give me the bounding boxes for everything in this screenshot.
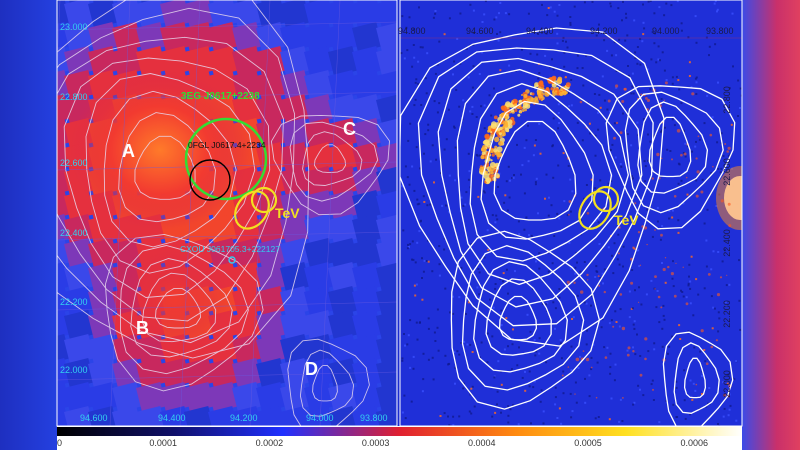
egret-error-circle xyxy=(184,117,268,201)
colorbar-tick-1: 0.0001 xyxy=(149,438,177,448)
chandra-label: CXOU J061705.3+222127 xyxy=(180,244,280,254)
background-left xyxy=(0,0,57,450)
tev-label-right: TeV xyxy=(614,212,639,228)
left-dec-tick-0: 23.000 xyxy=(60,22,88,32)
colorbar-tick-5: 0.0005 xyxy=(574,438,602,448)
right-ra-tick-2: 94.400 xyxy=(526,26,554,36)
fermi-error-circle xyxy=(189,159,231,201)
right-annotations: TeV xyxy=(578,185,639,230)
tev-centroid-circle-right xyxy=(592,185,620,213)
left-annotations: 3EG J0617+2238 0FGL J0617.4+2234 CXOU J0… xyxy=(122,91,356,379)
left-ra-tick-2: 94.200 xyxy=(230,413,258,423)
tev-error-ellipse-right xyxy=(578,190,612,230)
left-dec-tick-3: 22.400 xyxy=(60,228,88,238)
colorbar-tick-0: 0 xyxy=(57,438,62,448)
colorbar-tick-4: 0.0004 xyxy=(468,438,496,448)
right-dec-tick-3: 22.200 xyxy=(722,300,732,328)
right-dec-tick-labels: 22.800 22.600 22.400 22.200 22.000 xyxy=(722,86,732,398)
right-panel xyxy=(400,0,742,426)
left-dec-tick-5: 22.000 xyxy=(60,365,88,375)
colorbar-tick-2: 0.0002 xyxy=(256,438,284,448)
left-panel xyxy=(57,0,397,426)
region-label-c: C xyxy=(343,119,356,139)
region-label-d: D xyxy=(305,359,318,379)
left-ra-tick-1: 94.400 xyxy=(158,413,186,423)
right-dec-tick-4: 22.000 xyxy=(722,370,732,398)
fermi-label: 0FGL J0617.4+2234 xyxy=(188,140,266,150)
right-ra-tick-0: 94.800 xyxy=(398,26,426,36)
left-ra-tick-labels: 94.600 94.400 94.200 94.000 93.800 xyxy=(80,413,388,423)
colorbar-tick-6: 0.0006 xyxy=(680,438,708,448)
egret-label: 3EG J0617+2238 xyxy=(181,91,260,102)
region-label-b: B xyxy=(136,318,149,338)
right-ra-tick-1: 94.600 xyxy=(466,26,494,36)
right-ra-tick-3: 94.200 xyxy=(590,26,618,36)
right-dec-tick-0: 22.800 xyxy=(722,86,732,114)
chandra-source-marker xyxy=(228,256,236,264)
right-ra-tick-4: 94.000 xyxy=(652,26,680,36)
tev-error-ellipse-left xyxy=(234,190,270,230)
colorbar-tick-3: 0.0003 xyxy=(362,438,390,448)
left-ra-tick-0: 94.600 xyxy=(80,413,108,423)
right-ra-tick-labels: 94.800 94.600 94.400 94.200 94.000 93.800 xyxy=(398,26,734,36)
colorbar-gradient xyxy=(57,427,742,436)
left-dec-tick-4: 22.200 xyxy=(60,297,88,307)
left-dec-tick-labels: 23.000 22.800 22.600 22.400 22.200 22.000 xyxy=(60,22,88,375)
tev-centroid-circle-left xyxy=(250,186,278,214)
left-ra-tick-4: 93.800 xyxy=(360,413,388,423)
colorbar: 0 0.0001 0.0002 0.0003 0.0004 0.0005 0.0006 xyxy=(57,426,742,450)
left-ra-tick-3: 94.000 xyxy=(306,413,334,423)
region-label-a: A xyxy=(122,141,135,161)
right-ra-tick-5: 93.800 xyxy=(706,26,734,36)
right-dec-tick-1: 22.600 xyxy=(722,158,732,186)
left-dec-tick-1: 22.800 xyxy=(60,92,88,102)
tev-label-left: TeV xyxy=(275,205,300,221)
right-dec-tick-2: 22.400 xyxy=(722,229,732,257)
background-right xyxy=(742,0,800,450)
left-dec-tick-2: 22.600 xyxy=(60,158,88,168)
